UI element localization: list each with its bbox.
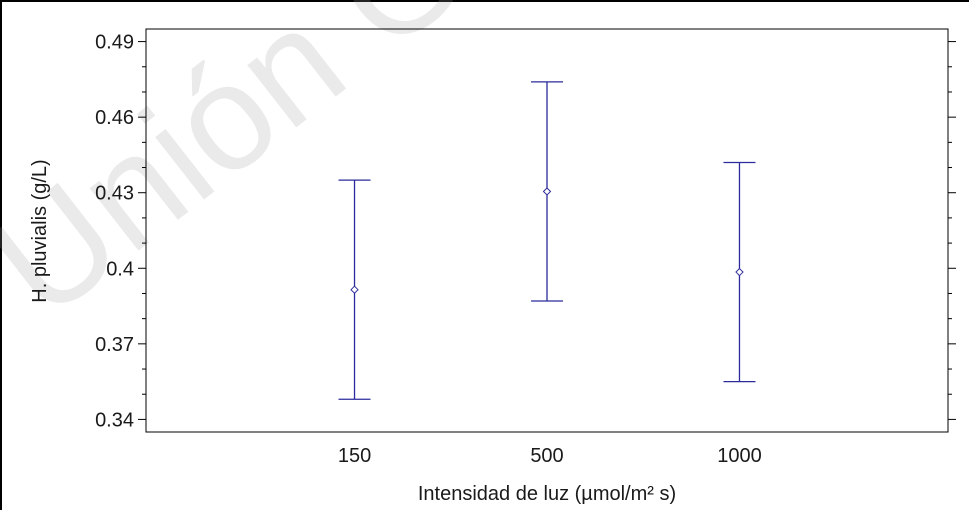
y-axis-title: H. pluvialis (g/L): [29, 159, 51, 302]
plot-area: [145, 28, 949, 433]
y-axis: 0.34 0.37 0.4 0.43 0.46 0.49: [95, 32, 956, 431]
y-tick-label: 0.37: [95, 334, 134, 356]
mean-point: [735, 267, 744, 277]
x-tick-label: 500: [530, 445, 563, 467]
x-tick-label: 150: [338, 445, 371, 467]
error-bar: [723, 161, 756, 383]
mean-point: [350, 285, 359, 294]
error-bar: [531, 81, 563, 302]
x-axis-title: Intensidad de luz (µmol/m² s): [418, 483, 676, 505]
y-tick-label: 0.49: [95, 32, 134, 54]
error-bar: [338, 179, 371, 400]
error-bars: [338, 81, 756, 400]
y-tick-label: 0.46: [95, 107, 134, 129]
mean-point: [542, 187, 552, 196]
y-tick-label: 0.34: [95, 409, 134, 431]
x-axis: 150 500 1000: [338, 445, 762, 467]
y-tick-label: 0.4: [106, 258, 134, 280]
x-tick-label: 1000: [717, 445, 762, 467]
y-tick-label: 0.43: [95, 183, 134, 205]
